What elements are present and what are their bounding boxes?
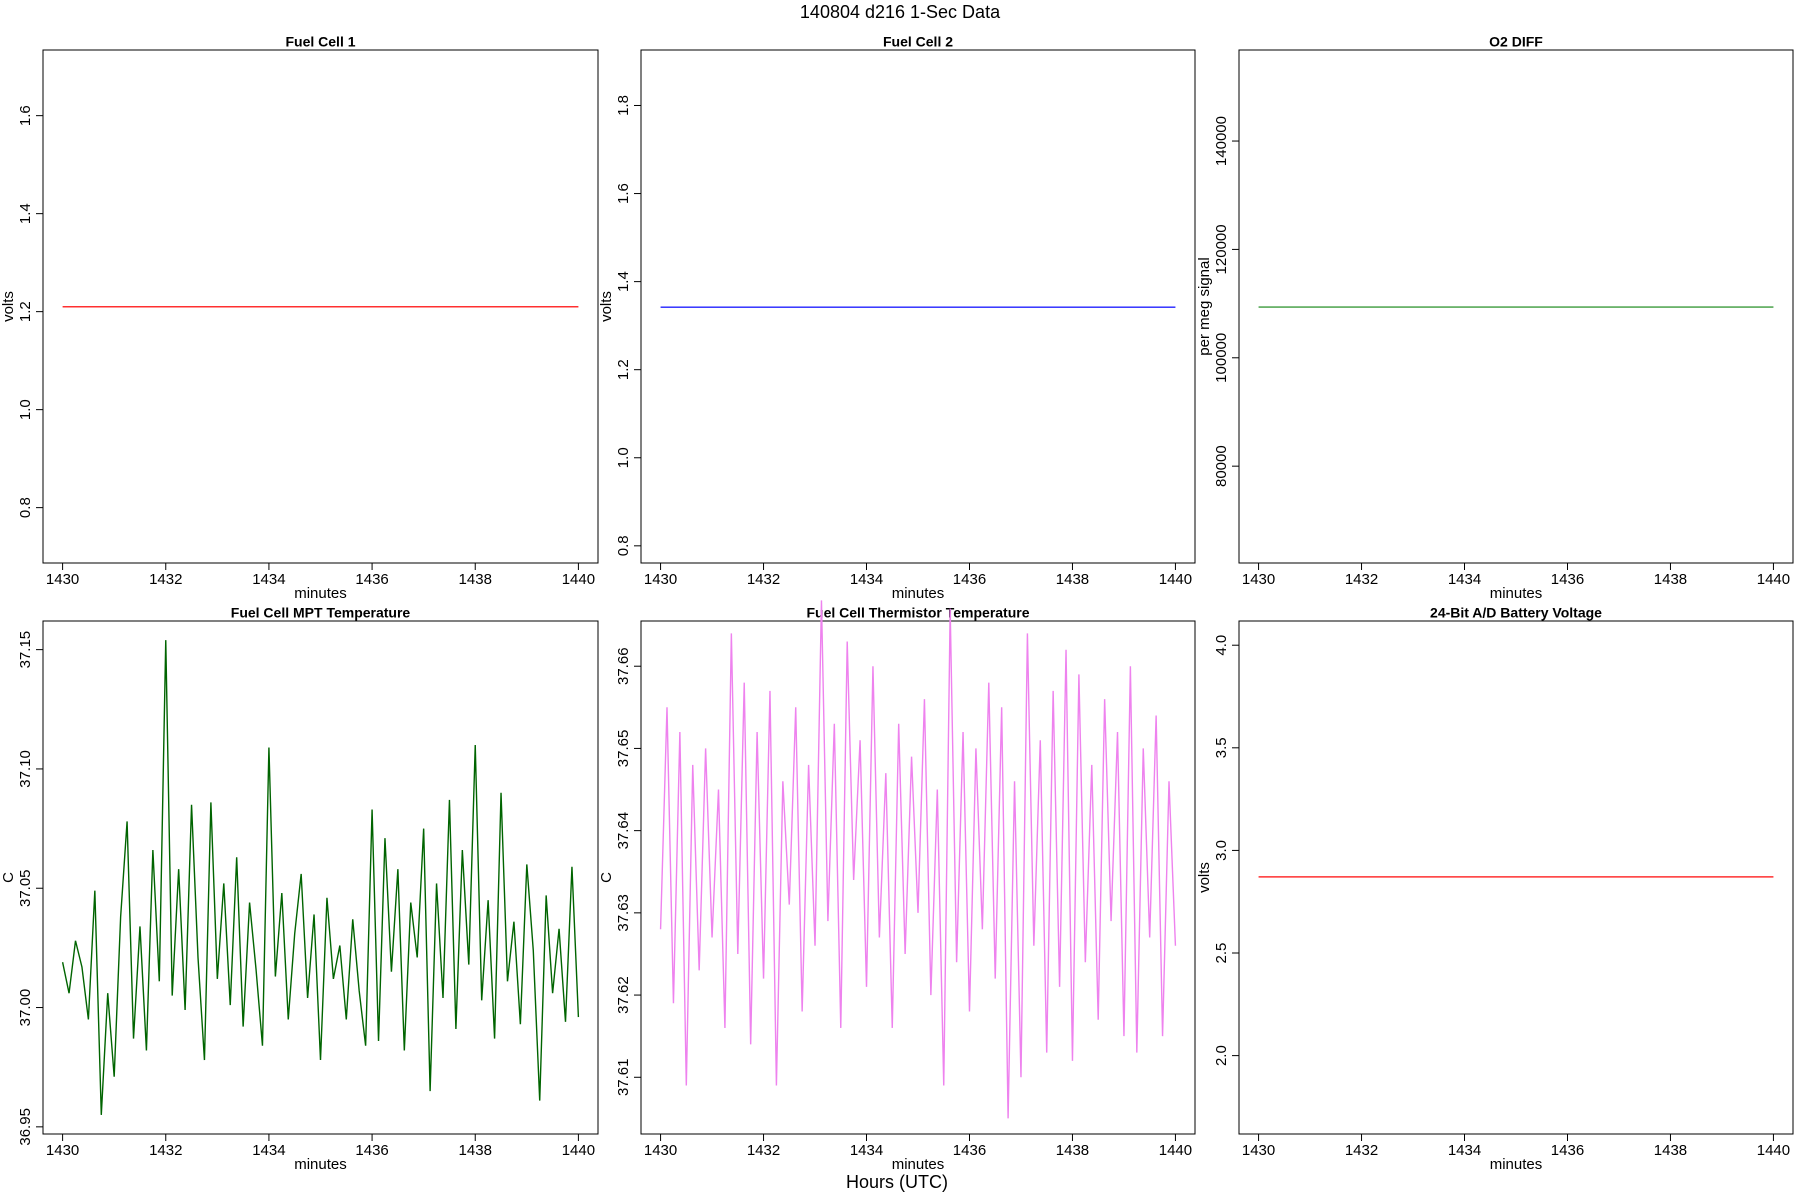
x-tick-label: 1432 <box>747 1142 780 1159</box>
panel: 24-Bit A/D Battery Voltage minutes volts 14… <box>1196 605 1794 1173</box>
x-tick-label: 1430 <box>46 571 79 588</box>
x-tick-label: 1440 <box>1159 571 1192 588</box>
y-tick-label: 1.2 <box>615 359 632 380</box>
y-tick-label: 1.8 <box>615 95 632 116</box>
y-tick-label: 0.8 <box>17 497 34 518</box>
x-tick-label: 1430 <box>46 1142 79 1159</box>
x-tick-label: 1438 <box>1056 571 1089 588</box>
x-tick-label: 1440 <box>562 571 595 588</box>
x-tick-label: 1432 <box>747 571 780 588</box>
x-tick-label: 1440 <box>1757 1142 1790 1159</box>
y-axis-label: C <box>0 872 17 883</box>
x-tick-label: 1438 <box>1056 1142 1089 1159</box>
y-tick-label: 37.10 <box>17 750 34 788</box>
page-title: 140804 d216 1-Sec Data <box>800 2 1001 22</box>
x-tick-label: 1430 <box>644 1142 677 1159</box>
x-axis-label: minutes <box>1490 585 1543 602</box>
y-tick-label: 37.65 <box>615 730 632 768</box>
data-line <box>659 600 1177 1119</box>
y-tick-label: 140000 <box>1213 116 1230 166</box>
y-tick-label: 37.61 <box>615 1059 632 1097</box>
x-tick-label: 1436 <box>355 1142 388 1159</box>
panel: Fuel Cell MPT Temperature minutes C 1430 143… <box>0 605 599 1173</box>
x-tick-label: 1430 <box>1242 571 1275 588</box>
x-tick-label: 1430 <box>1242 1142 1275 1159</box>
x-tick-label: 1440 <box>1159 1142 1192 1159</box>
panel-title: O2 DIFF <box>1489 34 1543 50</box>
y-tick-label: 1.0 <box>17 399 34 420</box>
x-tick-label: 1434 <box>252 571 285 588</box>
panel-title: Fuel Cell 1 <box>285 34 355 50</box>
y-tick-label: 100000 <box>1213 333 1230 383</box>
x-tick-label: 1440 <box>562 1142 595 1159</box>
page-x-label: Hours (UTC) <box>846 1172 948 1192</box>
x-tick-label: 1440 <box>1757 571 1790 588</box>
y-tick-label: 80000 <box>1213 445 1230 487</box>
y-tick-label: 1.4 <box>17 203 34 224</box>
y-tick-label: 3.0 <box>1213 840 1230 861</box>
x-tick-label: 1438 <box>459 1142 492 1159</box>
panel: Fuel Cell 1 minutes volts 1430 1432 1434 1436 1… <box>0 34 599 602</box>
y-tick-label: 37.15 <box>17 631 34 669</box>
x-tick-label: 1432 <box>1345 1142 1378 1159</box>
y-tick-label: 2.0 <box>1213 1045 1230 1066</box>
y-tick-label: 3.5 <box>1213 737 1230 758</box>
panel-title: 24-Bit A/D Battery Voltage <box>1430 605 1602 621</box>
panel-title: Fuel Cell 2 <box>883 34 953 50</box>
panel-title: Fuel Cell MPT Temperature <box>231 605 411 621</box>
x-tick-label: 1436 <box>953 571 986 588</box>
panel: O2 DIFF minutes per meg signal 1430 1432 1434… <box>1196 34 1794 602</box>
x-axis-label: minutes <box>294 585 347 602</box>
y-axis-label: volts <box>598 291 615 322</box>
y-tick-label: 120000 <box>1213 224 1230 274</box>
data-line <box>61 640 580 1115</box>
y-tick-label: 1.6 <box>17 105 34 126</box>
x-tick-label: 1432 <box>1345 571 1378 588</box>
x-tick-label: 1438 <box>459 571 492 588</box>
x-tick-label: 1434 <box>252 1142 285 1159</box>
x-tick-label: 1436 <box>1551 571 1584 588</box>
panel: Fuel Cell 2 minutes volts 1430 1432 1434 1436 1… <box>598 34 1196 602</box>
x-tick-label: 1438 <box>1654 571 1687 588</box>
y-tick-label: 0.8 <box>615 535 632 556</box>
y-tick-label: 37.63 <box>615 894 632 932</box>
y-axis-label: per meg signal <box>1196 257 1213 355</box>
x-tick-label: 1436 <box>355 571 388 588</box>
x-tick-label: 1432 <box>149 571 182 588</box>
y-tick-label: 37.62 <box>615 976 632 1014</box>
x-tick-label: 1430 <box>644 571 677 588</box>
x-tick-label: 1434 <box>850 1142 883 1159</box>
y-axis-label: volts <box>0 291 17 322</box>
y-tick-label: 1.6 <box>615 183 632 204</box>
x-axis-label: minutes <box>294 1156 347 1173</box>
y-axis-label: C <box>598 872 615 883</box>
x-tick-label: 1436 <box>1551 1142 1584 1159</box>
panel: Fuel Cell Thermistor Temperature minutes C… <box>598 600 1196 1173</box>
x-tick-label: 1434 <box>850 571 883 588</box>
x-tick-label: 1438 <box>1654 1142 1687 1159</box>
y-tick-label: 1.4 <box>615 271 632 292</box>
y-tick-label: 37.66 <box>615 647 632 685</box>
y-tick-label: 1.0 <box>615 447 632 468</box>
x-tick-label: 1434 <box>1448 571 1481 588</box>
panel-title: Fuel Cell Thermistor Temperature <box>806 605 1029 621</box>
y-tick-label: 37.00 <box>17 989 34 1027</box>
y-tick-label: 1.2 <box>17 301 34 322</box>
y-axis-label: volts <box>1196 862 1213 893</box>
x-axis-label: minutes <box>892 1156 945 1173</box>
x-axis-label: minutes <box>1490 1156 1543 1173</box>
x-tick-label: 1432 <box>149 1142 182 1159</box>
y-tick-label: 36.95 <box>17 1108 34 1146</box>
y-tick-label: 37.05 <box>17 869 34 907</box>
x-tick-label: 1436 <box>953 1142 986 1159</box>
x-axis-label: minutes <box>892 585 945 602</box>
y-tick-label: 2.5 <box>1213 943 1230 964</box>
y-tick-label: 4.0 <box>1213 635 1230 656</box>
x-tick-label: 1434 <box>1448 1142 1481 1159</box>
y-tick-label: 37.64 <box>615 812 632 850</box>
